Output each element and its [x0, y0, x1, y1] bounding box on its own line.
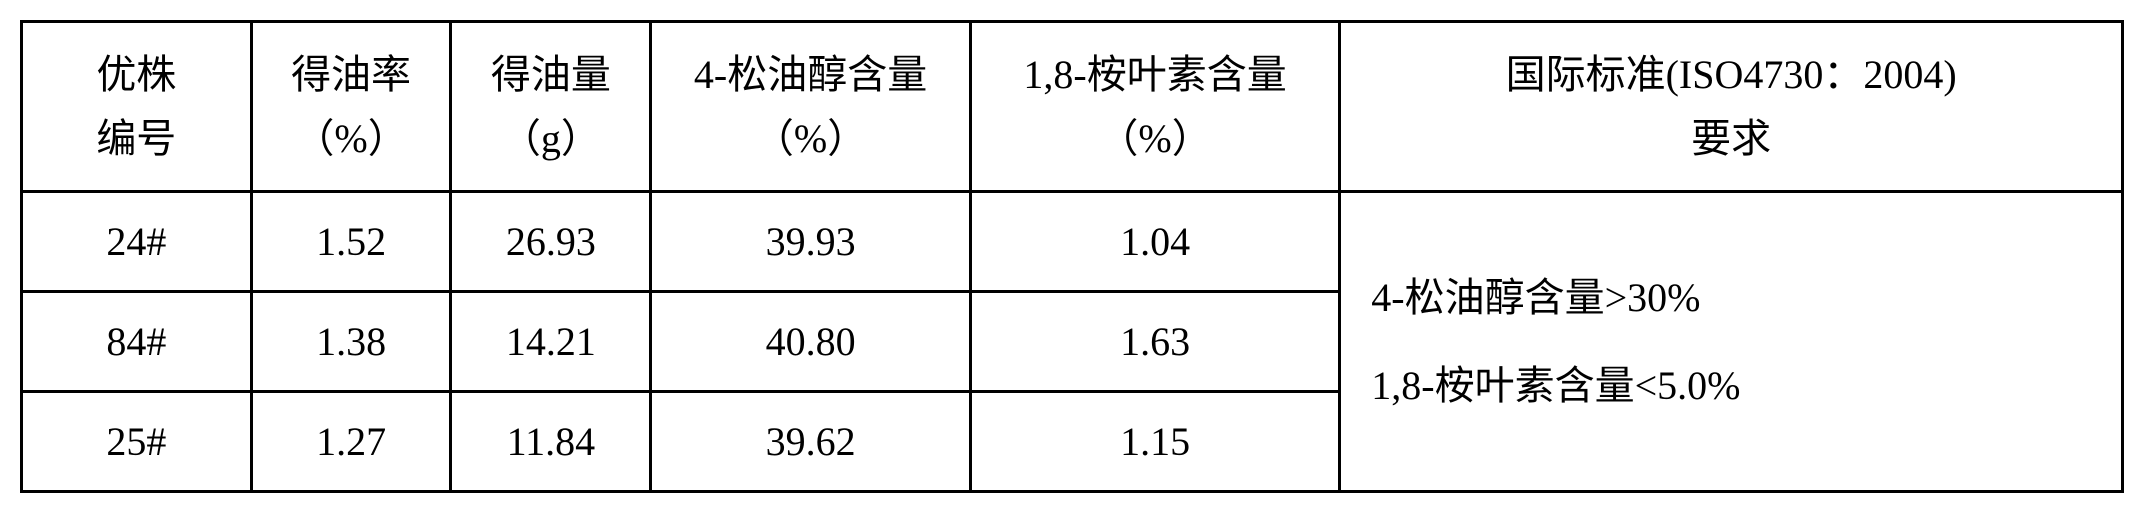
header-amount-line2: （g） [501, 116, 601, 161]
table-header-row: 优株 编号 得油率 （%） 得油量 （g） 4-松油醇含量 （%） 1,8-桉叶… [22, 22, 2123, 192]
data-table: 优株 编号 得油率 （%） 得油量 （g） 4-松油醇含量 （%） 1,8-桉叶… [20, 20, 2124, 493]
cell-cineole: 1.15 [970, 392, 1339, 492]
header-cell-oil-amount: 得油量 （g） [451, 22, 651, 192]
cell-id: 24# [22, 192, 252, 292]
cell-oil-amount: 26.93 [451, 192, 651, 292]
cell-cineole: 1.04 [970, 192, 1339, 292]
cell-oil-rate: 1.38 [251, 292, 451, 392]
header-cell-oil-rate: 得油率 （%） [251, 22, 451, 192]
header-cell-id: 优株 编号 [22, 22, 252, 192]
header-standard-line2: 要求 [1691, 116, 1771, 161]
cell-oil-amount: 14.21 [451, 292, 651, 392]
header-terpinene-line2: （%） [754, 116, 867, 161]
cell-terpinene: 39.62 [651, 392, 971, 492]
cell-id: 84# [22, 292, 252, 392]
header-cineole-line1: 1,8-桉叶素含量 [1023, 52, 1286, 97]
cell-oil-rate: 1.52 [251, 192, 451, 292]
cell-terpinene: 40.80 [651, 292, 971, 392]
cell-standard-merged: 4-松油醇含量>30% 1,8-桉叶素含量<5.0% [1340, 192, 2123, 492]
header-cell-cineole: 1,8-桉叶素含量 （%） [970, 22, 1339, 192]
header-terpinene-line1: 4-松油醇含量 [694, 52, 927, 97]
header-cell-terpinene: 4-松油醇含量 （%） [651, 22, 971, 192]
header-rate-line2: （%） [294, 116, 407, 161]
standard-line2: 1,8-桉叶素含量<5.0% [1371, 363, 1740, 408]
header-cineole-line2: （%） [1098, 116, 1211, 161]
header-amount-line1: 得油量 [491, 52, 611, 97]
table-row: 24# 1.52 26.93 39.93 1.04 4-松油醇含量>30% 1,… [22, 192, 2123, 292]
cell-oil-rate: 1.27 [251, 392, 451, 492]
header-rate-line1: 得油率 [291, 52, 411, 97]
cell-id: 25# [22, 392, 252, 492]
data-table-container: 优株 编号 得油率 （%） 得油量 （g） 4-松油醇含量 （%） 1,8-桉叶… [20, 20, 2124, 493]
standard-line1: 4-松油醇含量>30% [1371, 275, 1700, 320]
cell-terpinene: 39.93 [651, 192, 971, 292]
cell-cineole: 1.63 [970, 292, 1339, 392]
cell-oil-amount: 11.84 [451, 392, 651, 492]
header-id-line2: 编号 [96, 116, 176, 161]
header-id-line1: 优株 [96, 52, 176, 97]
header-standard-line1: 国际标准(ISO4730：2004) [1506, 52, 1957, 97]
header-cell-standard: 国际标准(ISO4730：2004) 要求 [1340, 22, 2123, 192]
